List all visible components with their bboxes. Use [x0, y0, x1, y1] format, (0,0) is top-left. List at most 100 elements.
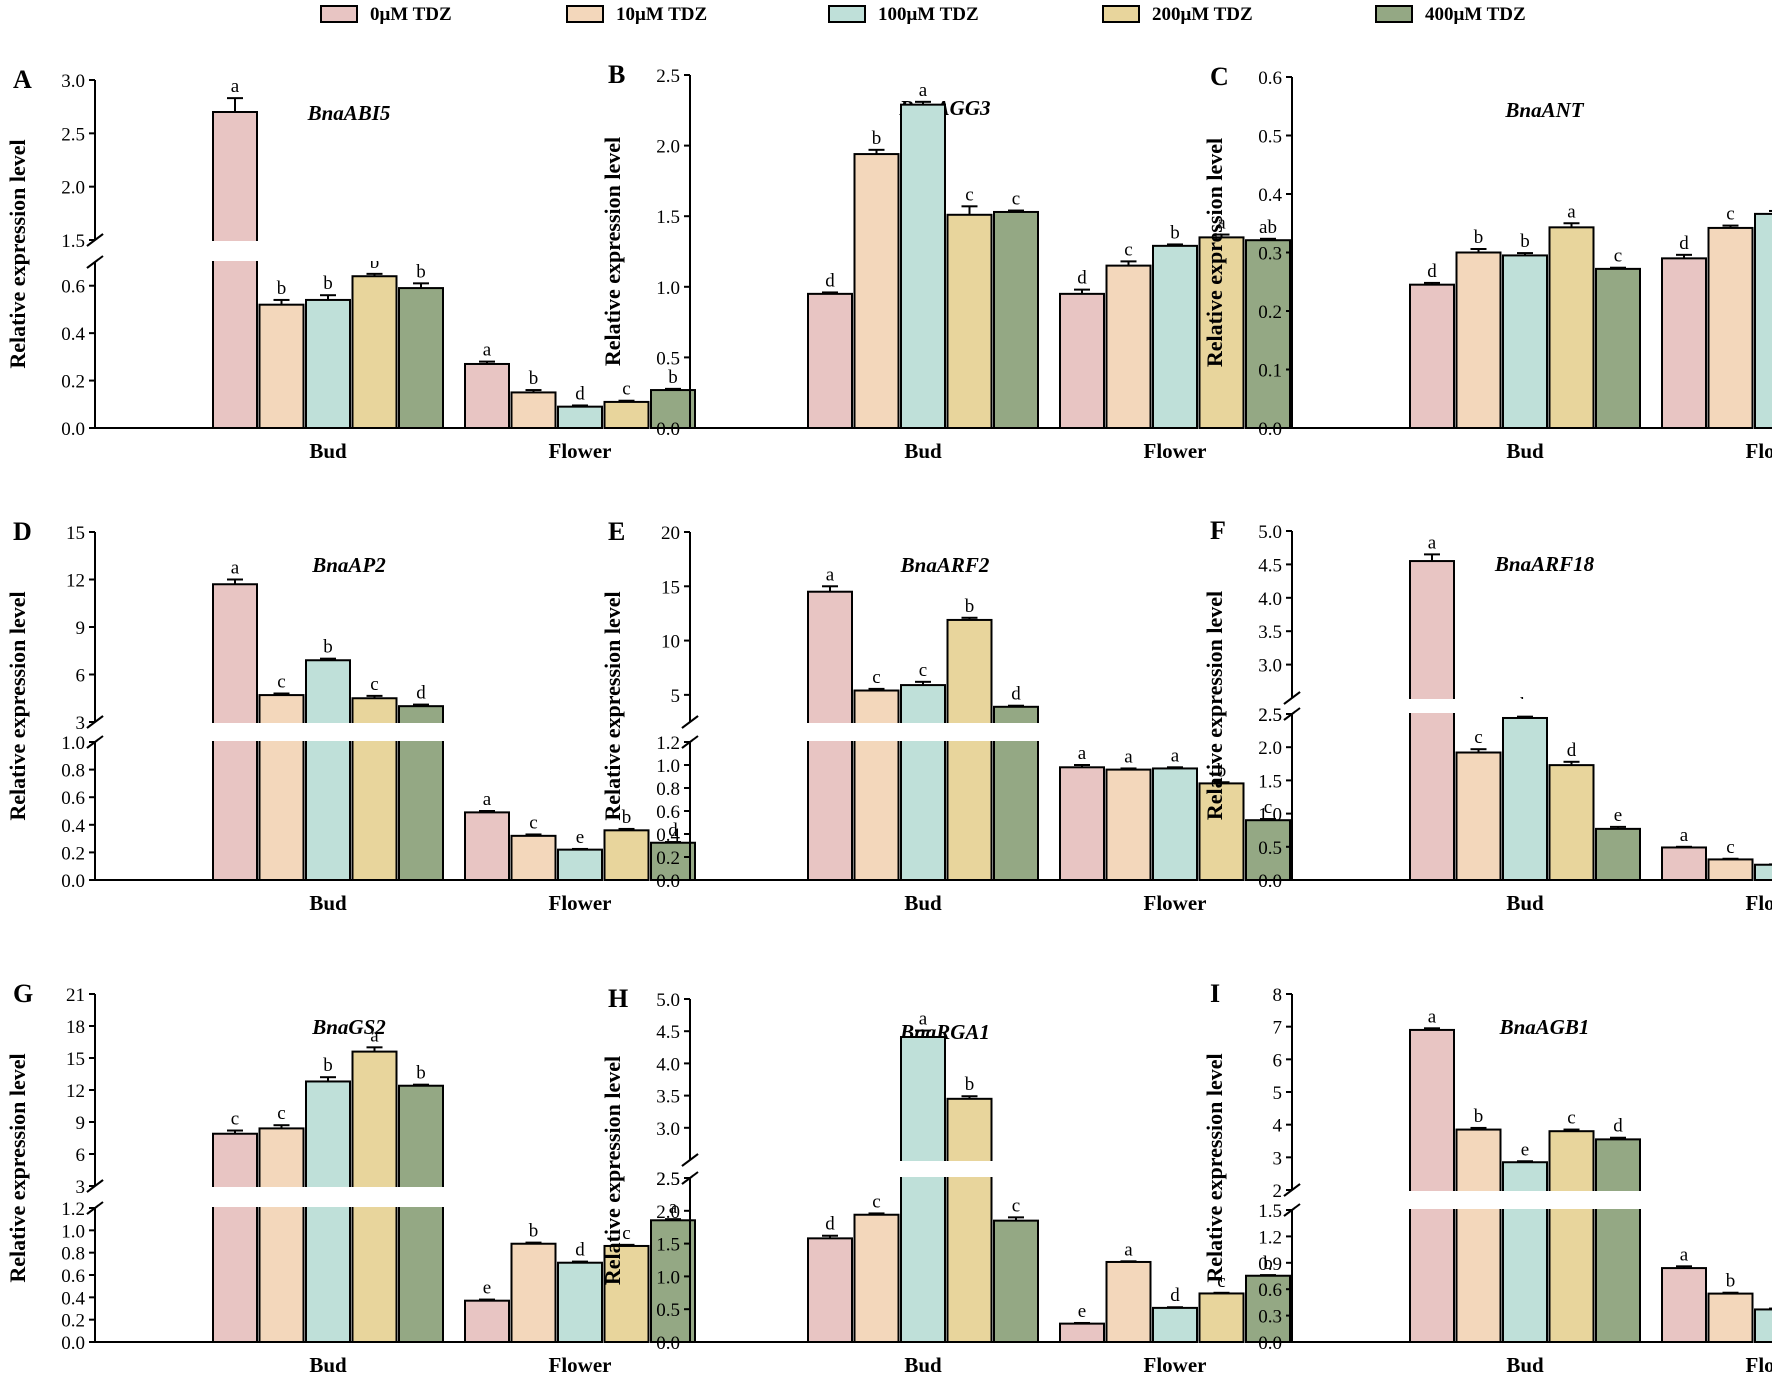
y-tick-label: 0.5	[1258, 127, 1282, 148]
bar	[1502, 254, 1548, 429]
significance-letter: b	[1726, 1271, 1736, 1292]
significance-letter: e	[483, 1278, 491, 1299]
y-tick-label: 4	[1273, 1116, 1283, 1137]
bar	[510, 1242, 557, 1343]
y-tick-label: 0.2	[656, 848, 680, 869]
legend: 0μM TDZ 10μM TDZ 100μM TDZ 200μM TDZ 400…	[0, 0, 1772, 30]
significance-letter: b	[1520, 231, 1530, 252]
significance-letter: d	[1170, 1285, 1180, 1306]
significance-letter: a	[1217, 213, 1226, 234]
bar	[1198, 236, 1245, 429]
y-tick-label: 0.3	[1258, 1307, 1282, 1328]
y-tick-label: 15	[661, 577, 680, 598]
y-tick-label: 5.0	[1258, 522, 1282, 543]
axis-break-mark	[1283, 1183, 1301, 1197]
bar	[1105, 264, 1152, 429]
y-tick-label: 3.0	[61, 71, 85, 92]
y-tick-label: 0.3	[1258, 244, 1282, 265]
y-axis-label: Relative expression level	[1202, 591, 1227, 820]
y-tick-label: 0.6	[656, 802, 680, 823]
y-tick-label: 0.5	[656, 348, 680, 369]
y-tick-label: 2.5	[1258, 705, 1282, 726]
significance-letter: a	[1680, 825, 1689, 846]
bar	[853, 153, 900, 430]
legend-label: 400μM TDZ	[1425, 4, 1526, 25]
significance-letter: a	[919, 80, 928, 101]
axis-break-mark	[681, 1153, 699, 1167]
y-tick-label: 2.5	[656, 66, 680, 87]
gene-title: BnaARF18	[1494, 552, 1595, 576]
bar	[258, 303, 305, 429]
significance-letter: a	[1428, 532, 1437, 553]
bar	[1548, 226, 1595, 429]
y-tick-label: 1.0	[656, 1267, 680, 1288]
y-axis-label: Relative expression level	[5, 591, 30, 820]
axis-break-mark	[86, 233, 104, 247]
y-axis-label: Relative expression level	[600, 137, 625, 366]
y-tick-label: 1.2	[656, 733, 680, 754]
axis-break-mark	[1283, 1203, 1301, 1217]
x-category-label: Bud	[309, 439, 347, 463]
bar	[603, 1244, 650, 1344]
y-tick-label: 5.0	[656, 990, 680, 1011]
bar	[305, 298, 351, 430]
y-tick-label: 0.8	[656, 779, 680, 800]
axis-break-mark	[86, 1179, 104, 1193]
significance-letter: a	[1680, 1244, 1689, 1265]
axis-break-mark	[86, 715, 104, 729]
axis-break-gap	[693, 1161, 1158, 1177]
bar	[557, 848, 603, 882]
x-category-label: Bud	[904, 439, 942, 463]
axis-break-mark	[86, 1201, 104, 1215]
bar	[1661, 1267, 1707, 1343]
significance-letter: c	[1217, 1271, 1225, 1292]
x-category-label: Bud	[309, 891, 347, 915]
bar	[1548, 764, 1595, 881]
y-tick-label: 2.5	[1258, 705, 1282, 726]
y-tick-label: 8	[1273, 985, 1283, 1006]
significance-letter: d	[575, 1240, 585, 1261]
y-tick-label: 20	[661, 523, 680, 544]
y-tick-label: 5	[1273, 1083, 1283, 1104]
bar	[464, 1299, 510, 1344]
x-category-label: Flower	[1746, 1353, 1772, 1377]
bar	[305, 1080, 351, 1343]
bar	[1707, 858, 1754, 882]
bar	[1059, 1322, 1105, 1343]
y-tick-label: 1.0	[656, 278, 680, 299]
bar	[1245, 1274, 1291, 1344]
y-tick-label: 2.5	[61, 124, 85, 145]
axis-break-mark	[681, 715, 699, 729]
y-tick-label: 3.5	[1258, 622, 1282, 643]
y-tick-label: 12	[66, 571, 85, 592]
legend-swatch	[1102, 5, 1140, 23]
y-axis-label: Relative expression level	[1202, 1053, 1227, 1282]
significance-letter: c	[1264, 797, 1272, 818]
bar	[1707, 1292, 1754, 1343]
bar	[1198, 1292, 1245, 1344]
gene-title: BnaABI5	[307, 101, 391, 125]
x-category-label: Bud	[1506, 439, 1544, 463]
y-tick-label: 0.4	[61, 816, 85, 837]
axis-break-gap	[1295, 1191, 1755, 1209]
significance-letter: b	[529, 368, 539, 389]
y-tick-label: 2.0	[61, 178, 85, 199]
bar	[510, 391, 557, 429]
panel-letter: G	[13, 979, 33, 1008]
significance-letter: d	[416, 683, 426, 704]
significance-letter: b	[668, 367, 678, 388]
significance-letter: a	[1428, 1006, 1437, 1027]
significance-letter: b	[1263, 1253, 1273, 1274]
panel-letter: D	[13, 517, 32, 546]
y-tick-label: 7	[1273, 1018, 1283, 1039]
bar	[510, 834, 557, 882]
significance-letter: d	[1011, 684, 1021, 705]
y-tick-label: 0.0	[61, 1333, 85, 1354]
significance-letter: c	[1726, 204, 1734, 225]
panel-letter: B	[608, 60, 625, 89]
significance-letter: c	[1726, 837, 1734, 858]
bar	[1105, 768, 1152, 881]
legend-label: 10μM TDZ	[616, 4, 708, 25]
